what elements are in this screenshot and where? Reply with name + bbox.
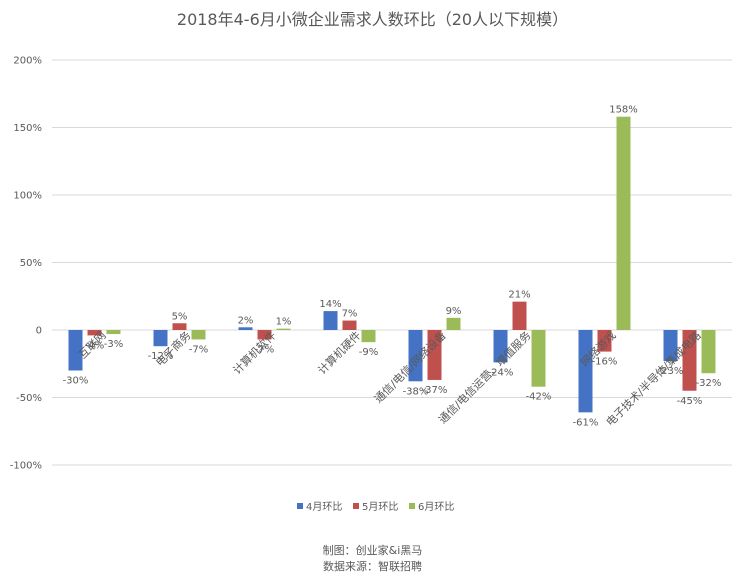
bar — [87, 330, 102, 336]
data-label: -7% — [189, 344, 208, 355]
y-tick-label: 100% — [13, 191, 42, 202]
legend-swatch — [297, 503, 303, 509]
chart-credit: 制图：创业家&i黑马 — [322, 544, 423, 557]
data-label: -37% — [422, 385, 448, 396]
bar — [257, 330, 272, 340]
data-label: -23% — [658, 366, 684, 377]
y-tick-label: 0 — [36, 326, 42, 337]
y-tick-label: -50% — [16, 393, 42, 404]
bar — [512, 301, 527, 330]
data-label: -7% — [255, 344, 274, 355]
bar — [68, 330, 83, 371]
data-source: 数据来源：智联招聘 — [323, 560, 422, 573]
legend-label: 5月环比 — [362, 501, 398, 513]
bar — [597, 330, 612, 352]
legend-label: 4月环比 — [306, 501, 342, 513]
bar — [663, 330, 678, 362]
bar — [323, 311, 338, 330]
y-tick-label: 150% — [13, 123, 42, 134]
category-label: 计算机硬件 — [315, 328, 364, 377]
data-label: 14% — [319, 299, 341, 310]
legend-swatch — [409, 503, 415, 509]
data-label: 158% — [609, 105, 638, 116]
data-label: 5% — [172, 311, 188, 322]
bar — [408, 330, 423, 382]
bar — [682, 330, 697, 391]
bar — [238, 327, 253, 330]
bar — [342, 320, 357, 330]
data-label: -61% — [573, 417, 599, 428]
bar — [427, 330, 442, 380]
bar — [493, 330, 508, 363]
data-label: -16% — [592, 357, 618, 368]
bar — [361, 330, 376, 343]
legend-label: 6月环比 — [418, 501, 454, 513]
data-label: 21% — [508, 290, 530, 301]
bar — [276, 328, 291, 330]
data-label: 7% — [342, 309, 358, 320]
data-label: 1% — [276, 317, 292, 328]
chart-title: 2018年4-6月小微企业需求人数环比（20人以下规模） — [176, 10, 569, 29]
data-label: -32% — [696, 378, 722, 389]
bar — [172, 323, 187, 330]
y-tick-label: 200% — [13, 56, 42, 67]
data-label: -3% — [104, 339, 123, 350]
y-tick-label: -100% — [10, 461, 42, 472]
bar — [701, 330, 716, 374]
data-label: -4% — [85, 340, 104, 351]
data-label: -24% — [488, 367, 514, 378]
bar — [106, 330, 121, 335]
data-label: -45% — [677, 396, 703, 407]
bar — [578, 330, 593, 413]
data-label: 9% — [446, 306, 462, 317]
data-label: -42% — [526, 392, 552, 403]
category-label: 通信/电信运营、增值服务 — [436, 328, 534, 426]
y-tick-label: 50% — [20, 258, 42, 269]
data-label: 2% — [238, 315, 254, 326]
bar — [616, 116, 631, 330]
bar — [153, 330, 168, 347]
data-label: -30% — [63, 376, 89, 387]
data-label: -9% — [359, 347, 378, 358]
legend-swatch — [353, 503, 359, 509]
data-label: -38% — [403, 386, 429, 397]
bar — [191, 330, 206, 340]
bar — [531, 330, 546, 387]
data-label: -12% — [148, 351, 174, 362]
bar — [446, 317, 461, 330]
